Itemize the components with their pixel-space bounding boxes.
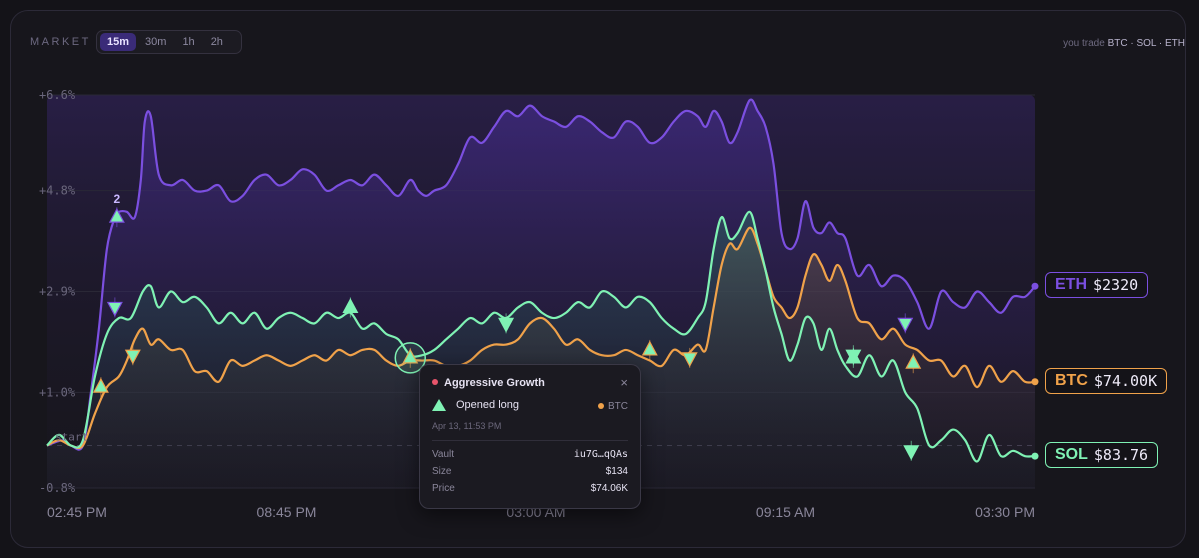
eth-price-badge: ETH $2320 xyxy=(1045,272,1149,299)
btc-end-dot xyxy=(1031,378,1039,386)
vault-label: Vault xyxy=(432,449,455,460)
sol-price-badge: SOL $83.76 xyxy=(1045,442,1159,469)
y-tick-label: +1.0% xyxy=(39,385,76,399)
btc-price-badge: BTC $74.00K xyxy=(1045,367,1168,394)
tab-30m[interactable]: 30m xyxy=(145,36,167,48)
trade-prefix: you trade xyxy=(1063,38,1105,49)
buy-marker-icon xyxy=(641,340,658,356)
size-value: $134 xyxy=(605,466,628,477)
buy-marker-icon xyxy=(92,377,109,393)
tooltip-action-text: Opened long xyxy=(456,399,519,411)
buy-marker-icon xyxy=(905,353,922,369)
eth-symbol: ETH xyxy=(1055,276,1087,294)
btc-line xyxy=(46,226,1036,450)
x-tick-label: 09:15 AM xyxy=(756,504,815,520)
sol-price: $83.76 xyxy=(1093,446,1149,465)
x-tick-label: 08:45 PM xyxy=(257,504,317,520)
red-dot-icon xyxy=(432,379,438,385)
buy-marker-icon xyxy=(845,348,862,364)
tooltip-action: Opened long xyxy=(432,399,519,411)
y-tick-label: -0.8% xyxy=(39,481,76,495)
trade-tooltip: Aggressive Growth × Opened long BTC Apr … xyxy=(419,364,641,509)
tooltip-date: Apr 13, 11:53 PM xyxy=(432,421,502,431)
tooltip-divider xyxy=(432,440,628,441)
y-tick-label: +6.6% xyxy=(39,88,76,102)
size-label: Size xyxy=(432,466,452,477)
timeframe-tabs: 15m 30m 1h 2h xyxy=(96,30,242,54)
sell-marker-icon xyxy=(681,352,698,368)
sol-end-dot xyxy=(1031,452,1039,460)
y-tick-label: +2.9% xyxy=(39,285,76,299)
buy-marker-icon xyxy=(108,207,125,223)
orange-dot-icon xyxy=(598,403,604,409)
y-tick-label: +4.8% xyxy=(39,184,76,198)
tooltip-asset: BTC xyxy=(598,401,628,412)
price-value: $74.06K xyxy=(590,483,628,494)
marker-count-label: 2 xyxy=(114,192,121,206)
tooltip-row-price: Price $74.06K xyxy=(432,483,628,494)
triangle-up-icon xyxy=(432,399,446,411)
sol-symbol: SOL xyxy=(1055,446,1088,464)
x-tick-label: 03:30 PM xyxy=(975,504,1035,520)
eth-line xyxy=(46,98,1036,451)
tooltip-title-text: Aggressive Growth xyxy=(444,377,545,389)
sell-marker-icon xyxy=(903,445,920,461)
sell-marker-icon xyxy=(498,317,515,333)
sol-area xyxy=(47,211,1035,488)
x-tick-label: 02:45 PM xyxy=(47,504,107,520)
close-icon[interactable]: × xyxy=(620,375,628,390)
trade-assets: BTC · SOL · ETH xyxy=(1107,38,1185,49)
vault-value: iu7G…qQAs xyxy=(573,449,628,460)
eth-price: $2320 xyxy=(1093,276,1139,295)
tab-15m[interactable]: 15m xyxy=(100,33,137,51)
sell-marker-icon xyxy=(106,301,123,317)
sell-marker-icon xyxy=(897,317,914,333)
tab-2h[interactable]: 2h xyxy=(210,36,223,48)
market-title: MARKET xyxy=(30,36,91,48)
btc-symbol: BTC xyxy=(1055,371,1088,389)
tooltip-asset-text: BTC xyxy=(608,401,628,412)
marker-highlight-ring xyxy=(394,342,427,374)
price-label: Price xyxy=(432,483,455,494)
tab-1h[interactable]: 1h xyxy=(182,36,195,48)
tooltip-row-vault: Vault iu7G…qQAs xyxy=(432,449,628,460)
sell-marker-icon xyxy=(124,349,141,365)
traded-assets: you trade BTC · SOL · ETH xyxy=(1063,38,1185,49)
btc-price: $74.00K xyxy=(1093,371,1158,390)
eth-end-dot xyxy=(1031,282,1039,290)
tooltip-title: Aggressive Growth xyxy=(432,377,545,389)
tooltip-row-size: Size $134 xyxy=(432,466,628,477)
sol-line xyxy=(46,210,1036,463)
buy-marker-icon xyxy=(402,348,419,364)
buy-marker-icon xyxy=(342,298,359,314)
baseline-label: start xyxy=(55,431,88,444)
